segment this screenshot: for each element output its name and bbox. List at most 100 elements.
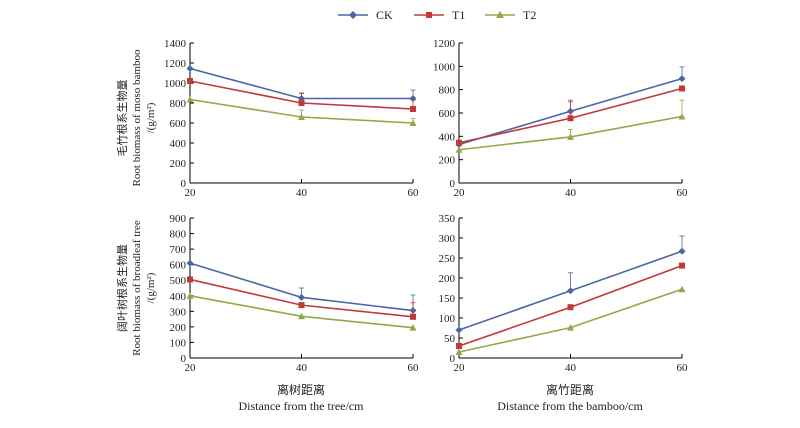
x-tick-label: 20 xyxy=(454,187,466,199)
panel-broadleaf-vs-tree-distance: 0 100 200 300 400 500 600 700 800 900 20 40 60 xyxy=(170,213,420,374)
y-tick-label: 800 xyxy=(170,229,187,241)
y-tick-label: 250 xyxy=(439,253,456,265)
data-point-t2 xyxy=(409,324,417,331)
data-point-t1 xyxy=(679,85,685,92)
panel-moso-vs-bamboo-distance: 0 200 400 600 800 1000 1200 20 40 60 xyxy=(433,38,688,199)
panel-broadleaf-vs-bamboo-distance: 0 50 100 150 200 250 300 350 20 40 60 xyxy=(439,213,689,374)
x-tick-label: 60 xyxy=(677,187,689,199)
y-tick-label: 200 xyxy=(439,155,456,167)
series-ck xyxy=(455,235,686,334)
y-axis-title-bottom-unit: /(g/m²) xyxy=(145,272,157,303)
y-tick-label: 0 xyxy=(450,353,456,365)
y-axis-title-top-unit: /(g/m²) xyxy=(145,102,157,133)
x-tick-label: 60 xyxy=(408,187,420,199)
y-axis-title-bottom-cn: 阔叶树根系生物量 xyxy=(115,244,129,332)
legend-label-t1: T1 xyxy=(452,8,465,22)
legend-item-t1: T1 xyxy=(414,8,465,22)
y-tick-label: 800 xyxy=(170,98,187,110)
y-tick-label: 0 xyxy=(181,353,187,365)
data-point-ck xyxy=(567,287,574,295)
y-axis-title-bottom-en: Root biomass of broadleaf tree xyxy=(131,220,143,356)
y-tick-label: 600 xyxy=(170,260,187,272)
x-tick-label: 40 xyxy=(565,362,577,374)
data-point-t2 xyxy=(186,292,194,299)
data-point-t2 xyxy=(186,96,194,103)
series-t2 xyxy=(186,292,417,331)
data-point-t2 xyxy=(409,119,417,126)
y-tick-label: 400 xyxy=(439,131,456,143)
y-tick-label: 200 xyxy=(170,158,187,170)
x-tick-label: 60 xyxy=(408,362,420,374)
data-point-t1 xyxy=(679,262,685,269)
data-point-t2 xyxy=(298,113,305,120)
y-tick-label: 350 xyxy=(439,213,456,225)
x-axis-title-left-cn: 离树距离 xyxy=(277,382,325,397)
y-tick-label: 300 xyxy=(170,306,187,318)
data-point-t2 xyxy=(567,133,574,140)
data-point-t1 xyxy=(410,313,416,320)
y-tick-label: 0 xyxy=(450,178,456,190)
y-tick-label: 0 xyxy=(181,178,187,190)
legend-marker-ck xyxy=(349,11,357,19)
y-tick-label: 600 xyxy=(439,108,456,120)
y-tick-label: 1000 xyxy=(433,61,456,73)
y-tick-label: 50 xyxy=(444,333,456,345)
series-t2 xyxy=(455,285,686,355)
y-tick-label: 150 xyxy=(439,293,456,305)
legend-item-ck: CK xyxy=(338,8,393,22)
x-tick-label: 20 xyxy=(185,362,197,374)
legend-label-ck: CK xyxy=(376,8,393,22)
data-point-t1 xyxy=(298,100,305,106)
x-tick-label: 20 xyxy=(185,187,197,199)
data-point-t1 xyxy=(187,78,193,84)
legend: CK T1 T2 xyxy=(338,8,536,22)
data-point-t1 xyxy=(187,276,193,283)
data-point-ck xyxy=(455,326,463,334)
y-tick-label: 700 xyxy=(170,244,187,256)
series-t2 xyxy=(186,96,417,126)
data-point-t2 xyxy=(678,285,686,293)
x-tick-label: 60 xyxy=(677,362,689,374)
legend-label-t2: T2 xyxy=(523,8,536,22)
data-point-t2 xyxy=(678,113,686,120)
series-t1 xyxy=(456,262,685,349)
series-line-t2 xyxy=(458,288,683,353)
series-t1 xyxy=(187,78,416,112)
series-ck xyxy=(186,259,417,315)
y-tick-label: 200 xyxy=(439,273,456,285)
data-point-t1 xyxy=(410,106,416,112)
data-point-t1 xyxy=(456,139,462,146)
data-point-t2 xyxy=(455,348,463,355)
data-point-t1 xyxy=(298,302,305,309)
y-tick-label: 300 xyxy=(439,233,456,245)
y-tick-label: 100 xyxy=(170,337,187,349)
data-point-t2 xyxy=(298,312,305,320)
legend-marker-t1 xyxy=(426,12,432,18)
y-tick-label: 400 xyxy=(170,138,187,150)
y-tick-label: 900 xyxy=(170,213,187,225)
y-axis-title-top-cn: 毛竹根系生物量 xyxy=(115,80,129,157)
y-tick-label: 200 xyxy=(170,322,187,334)
y-tick-label: 800 xyxy=(439,85,456,97)
y-tick-label: 1000 xyxy=(164,78,187,90)
y-axis-title-top-en: Root biomass of moso bamboo xyxy=(131,49,143,186)
data-point-ck xyxy=(186,65,194,72)
data-point-ck xyxy=(186,259,194,267)
series-t1 xyxy=(187,276,416,320)
x-tick-label: 20 xyxy=(454,362,466,374)
x-axis-title-right-en: Distance from the bamboo/cm xyxy=(497,399,643,413)
data-point-ck xyxy=(678,75,686,83)
data-point-t2 xyxy=(455,146,463,153)
panel-moso-vs-tree-distance: 0 200 400 600 800 1000 1200 1400 20 40 60 xyxy=(164,38,419,199)
x-tick-label: 40 xyxy=(296,187,308,199)
data-point-t2 xyxy=(567,324,574,331)
data-point-ck xyxy=(298,293,305,301)
series-t1 xyxy=(456,85,685,146)
y-tick-label: 1200 xyxy=(164,58,187,70)
data-point-t1 xyxy=(567,304,574,311)
legend-marker-t2 xyxy=(496,11,504,18)
x-tick-label: 40 xyxy=(296,362,308,374)
y-tick-label: 500 xyxy=(170,275,187,287)
data-point-ck xyxy=(678,247,686,255)
